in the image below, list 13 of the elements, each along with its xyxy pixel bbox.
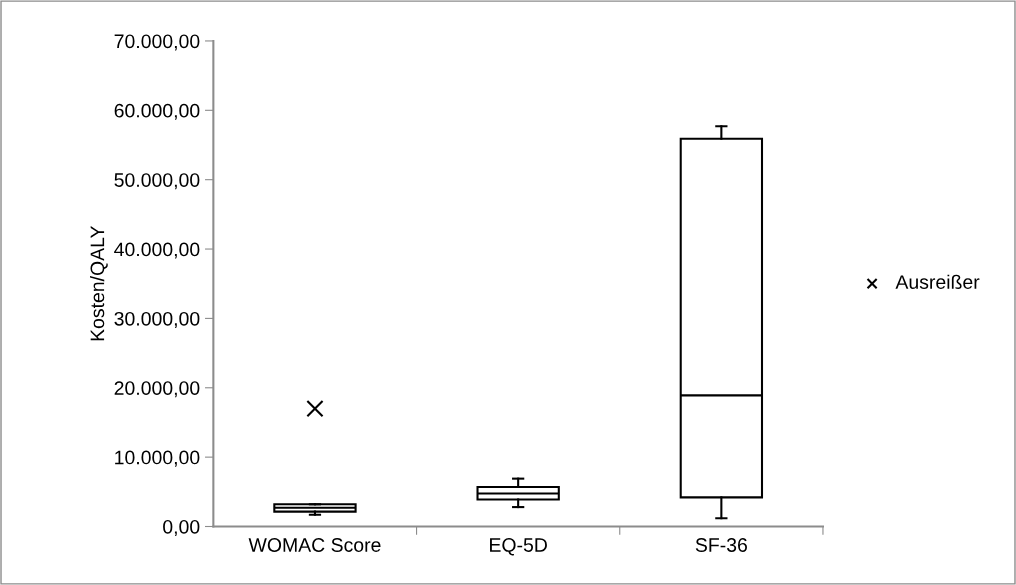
y-tick-label: 0,00: [163, 519, 200, 537]
y-tick-label: 20.000,00: [114, 381, 200, 398]
legend-label: Ausreißer: [895, 274, 980, 289]
y-tick-label: 40.000,00: [114, 242, 200, 259]
y-tick-label: 50.000,00: [114, 173, 200, 190]
y-tick-label: 10.000,00: [115, 450, 200, 467]
x-tick-label: SF-36: [695, 538, 747, 552]
x-tick-label: EQ-5D: [490, 538, 547, 556]
y-tick-label: 60.000,00: [114, 103, 200, 120]
y-axis-title: Kosten/QALY: [89, 225, 108, 341]
y-tick-label: 70.000,00: [114, 34, 200, 51]
y-tick-label: 30.000,00: [114, 311, 200, 328]
x-tick-label: WOMAC Score: [248, 538, 381, 552]
